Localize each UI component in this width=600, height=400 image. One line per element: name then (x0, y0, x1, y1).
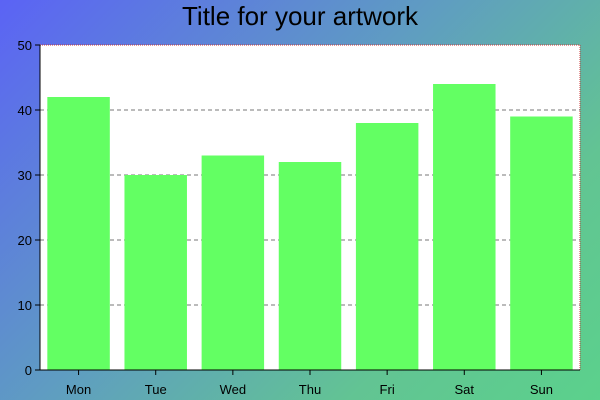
x-tick-label: Thu (299, 382, 321, 397)
bar-mon (47, 97, 110, 370)
chart-title: Title for your artwork (182, 1, 418, 31)
bar-thu (278, 162, 342, 370)
bars (47, 84, 573, 370)
bar-wed (201, 155, 265, 370)
bar-fri (355, 123, 419, 370)
x-tick-label: Sat (455, 382, 475, 397)
y-tick-label: 10 (18, 298, 32, 313)
y-tick-label: 50 (18, 38, 32, 53)
bar-sat (433, 84, 496, 370)
y-tick-label: 20 (18, 233, 32, 248)
y-tick-labels: 0 10 20 30 40 50 (18, 38, 32, 378)
y-tick-label: 40 (18, 103, 32, 118)
axes (35, 44, 580, 375)
x-tick-label: Fri (380, 382, 395, 397)
x-tick-label: Mon (66, 382, 91, 397)
x-tick-label: Sun (530, 382, 553, 397)
y-tick-label: 0 (25, 363, 32, 378)
x-tick-label: Wed (220, 382, 247, 397)
x-tick-labels: Mon Tue Wed Thu Fri Sat Sun (66, 382, 553, 397)
x-tick-label: Tue (145, 382, 167, 397)
y-tick-label: 30 (18, 168, 32, 183)
bar-sun (510, 116, 573, 370)
bar-tue (124, 175, 187, 370)
